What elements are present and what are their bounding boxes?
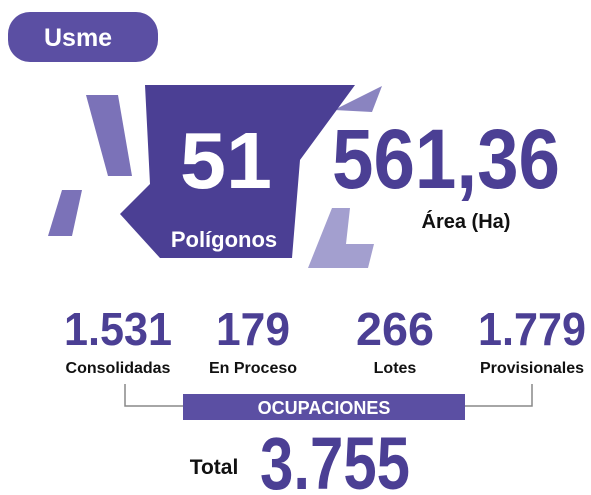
- polygon-shape: [120, 85, 355, 258]
- polygons-label: Polígonos: [171, 227, 277, 252]
- occupation-value: 1.779: [478, 303, 586, 355]
- bracket: [465, 384, 533, 407]
- occupation-value: 266: [356, 303, 434, 355]
- polygons-value: 51: [180, 116, 272, 205]
- occupation-label: Lotes: [374, 360, 417, 377]
- title: Usme: [44, 24, 112, 52]
- decor-strip: [86, 95, 132, 176]
- banner-text: OCUPACIONES: [258, 398, 391, 418]
- title-pill: [8, 12, 158, 62]
- banner: [183, 394, 465, 420]
- decor-strip: [48, 190, 82, 236]
- total-value: 3.755: [260, 422, 410, 495]
- area-label: Área (Ha): [422, 210, 511, 233]
- occupation-value: 179: [216, 303, 290, 355]
- occupation-label: En Proceso: [209, 360, 297, 377]
- bracket: [124, 384, 184, 407]
- decor-corner: [308, 208, 374, 268]
- decor-triangle: [334, 86, 382, 112]
- occupations: 1.531 Consolidadas 179 En Proceso 266 Lotes 1.…: [64, 303, 586, 377]
- occupation-label: Consolidadas: [66, 360, 171, 377]
- occupation-value: 1.531: [64, 303, 172, 355]
- occupation-label: Provisionales: [480, 360, 584, 377]
- area-value: 561,36: [332, 112, 560, 206]
- total-label: Total: [190, 456, 239, 479]
